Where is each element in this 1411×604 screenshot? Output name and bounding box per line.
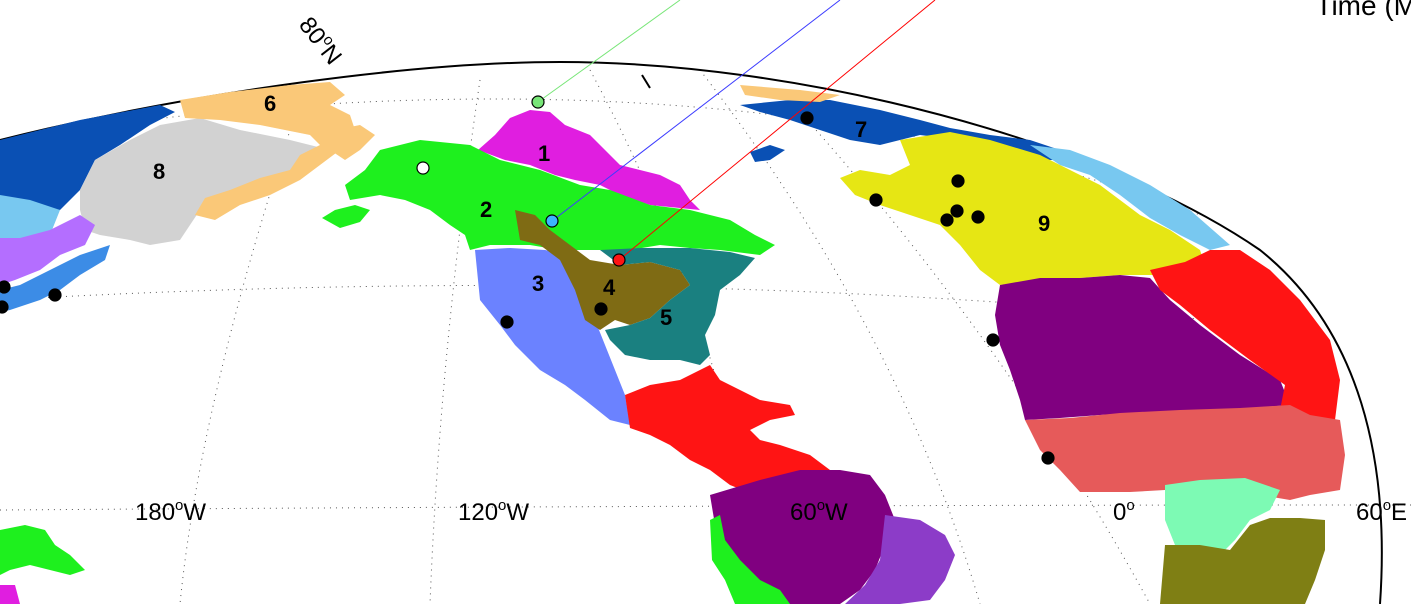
region-8 [80, 118, 330, 245]
region-6 [180, 82, 355, 220]
region-mint [1165, 478, 1280, 555]
region-2-island [322, 205, 370, 228]
region-africa-red [1150, 250, 1340, 420]
station-dot [0, 300, 9, 314]
station-marker-white [416, 161, 430, 175]
lon-label-180w: 180oW [135, 497, 206, 526]
region-magenta-sw [0, 585, 20, 604]
station-dot [48, 288, 62, 302]
station-dot [951, 174, 965, 188]
region-6-east [330, 125, 375, 160]
lon-label-60w: 60oW [790, 497, 848, 526]
region-green-sw [0, 525, 85, 575]
lat-label-80n: 80oN [293, 11, 348, 70]
lon-label-60e: 60oE [1356, 497, 1407, 526]
station-dot [800, 111, 814, 125]
connector-line-red [618, 0, 936, 261]
region-label-6: 6 [264, 91, 276, 116]
station-markers [0, 95, 1055, 465]
colorbar-title-fragment: Time (M [1315, 0, 1411, 21]
map-frame [0, 60, 1383, 604]
station-dot [500, 315, 514, 329]
station-marker-blue [545, 214, 559, 228]
region-label-2: 2 [480, 197, 492, 222]
region-7-west [0, 105, 175, 210]
region-southam-purple [710, 470, 895, 604]
lon-label-0: 0o [1113, 497, 1135, 526]
region-southam-green [710, 515, 790, 604]
station-dot [1041, 451, 1055, 465]
region-label-4: 4 [603, 275, 616, 300]
region-7-island [750, 145, 785, 162]
region-salmon [1025, 405, 1345, 500]
region-sky-east [1030, 145, 1230, 250]
station-dot [971, 210, 985, 224]
region-label-8: 8 [153, 159, 165, 184]
region-orange-east [740, 85, 840, 102]
region-label-1: 1 [538, 141, 550, 166]
region-4 [515, 210, 690, 330]
region-5 [600, 248, 755, 365]
lon-label-120w: 120oW [458, 497, 529, 526]
station-dot [869, 193, 883, 207]
region-label-9: 9 [1038, 211, 1050, 236]
meridian-line [699, 69, 981, 604]
meridian-line [429, 79, 481, 604]
region-label-5: 5 [660, 305, 672, 330]
station-dot [950, 204, 964, 218]
station-dot [940, 213, 954, 227]
region-blue-west [0, 245, 110, 312]
region-2 [345, 140, 775, 255]
station-marker-red [612, 253, 626, 267]
connector-line-blue [551, 0, 841, 222]
region-lightpurple-west [0, 215, 95, 285]
frame-tick [641, 74, 651, 89]
region-africa-purple [995, 275, 1290, 420]
station-dot [594, 302, 608, 316]
region-label-3: 3 [532, 271, 544, 296]
region-southam-violet [845, 515, 955, 604]
parallel-line [0, 504, 1411, 511]
region-1 [478, 110, 700, 210]
connector-line-green [537, 0, 681, 103]
station-marker-green [531, 95, 545, 109]
station-dot [986, 333, 1000, 347]
region-olive-east [1160, 518, 1325, 604]
region-red-central [625, 365, 830, 495]
region-label-7: 7 [855, 117, 867, 142]
meridian-line [779, 89, 1151, 604]
region-9 [840, 132, 1205, 285]
region-3 [475, 248, 630, 425]
station-dot [0, 280, 11, 294]
region-sky-west [0, 195, 60, 240]
